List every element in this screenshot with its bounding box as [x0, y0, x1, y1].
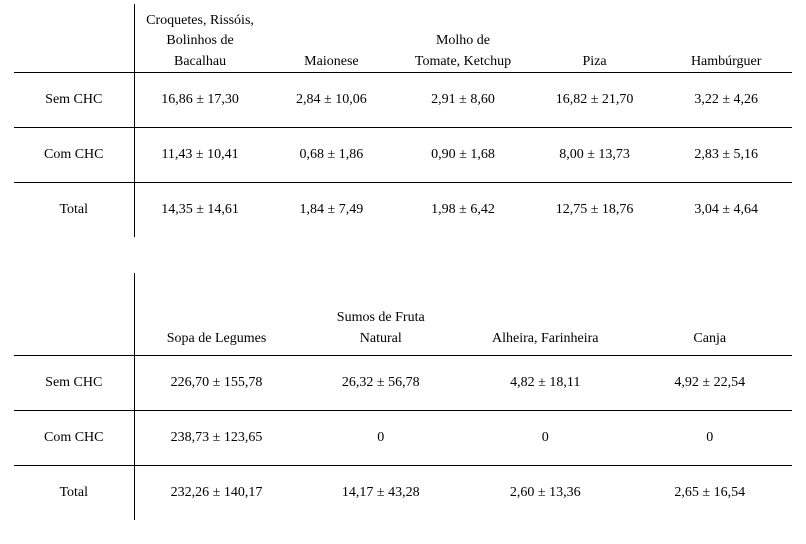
cell: 0: [463, 411, 628, 466]
table1-col-1-line1: Croquetes, Rissóis,: [146, 11, 254, 31]
cell: 2,60 ± 13,36: [463, 466, 628, 521]
table1-col-2-label: Maionese: [304, 52, 358, 72]
cell: 2,65 ± 16,54: [628, 466, 793, 521]
table1-col-4-label: Piza: [583, 52, 607, 72]
cell: 2,91 ± 8,60: [397, 73, 529, 128]
table-block-1: Croquetes, Rissóis, Bolinhos de Bacalhau…: [14, 4, 792, 273]
table2-col-3: Alheira, Farinheira: [463, 273, 628, 356]
table-row: Sem CHC 16,86 ± 17,30 2,84 ± 10,06 2,91 …: [14, 73, 792, 128]
cell: 1,98 ± 6,42: [397, 183, 529, 238]
cell: 0: [628, 411, 793, 466]
row-label: Total: [14, 183, 134, 238]
cell: 11,43 ± 10,41: [134, 128, 266, 183]
table2-col-3-label: Alheira, Farinheira: [492, 329, 599, 349]
table2-col-1: Sopa de Legumes: [134, 273, 299, 356]
table-gap-row: [14, 237, 792, 273]
cell: 2,83 ± 5,16: [660, 128, 792, 183]
row-label: Total: [14, 466, 134, 521]
table2-col-2-line1: Sumos de Fruta: [337, 308, 425, 328]
table1-col-1: Croquetes, Rissóis, Bolinhos de Bacalhau: [134, 4, 266, 73]
cell: 232,26 ± 140,17: [134, 466, 299, 521]
table1-header-spacer: [14, 4, 134, 73]
cell: 14,17 ± 43,28: [299, 466, 464, 521]
table1-col-3-line1: Molho de: [436, 31, 490, 51]
table1-col-4: Piza: [529, 4, 661, 73]
table2-col-1-label: Sopa de Legumes: [167, 329, 267, 349]
cell: 226,70 ± 155,78: [134, 356, 299, 411]
cell: 1,84 ± 7,49: [266, 183, 398, 238]
table1-col-5-label: Hambúrguer: [691, 52, 762, 72]
row-label: Sem CHC: [14, 73, 134, 128]
cell: 4,82 ± 18,11: [463, 356, 628, 411]
table2-col-2-line2: Natural: [360, 329, 402, 349]
table1-col-1-line3: Bacalhau: [174, 52, 226, 72]
cell: 8,00 ± 13,73: [529, 128, 661, 183]
cell: 238,73 ± 123,65: [134, 411, 299, 466]
table-row: Total 232,26 ± 140,17 14,17 ± 43,28 2,60…: [14, 466, 792, 521]
cell: 4,92 ± 22,54: [628, 356, 793, 411]
table-block-2: Sopa de Legumes Sumos de Fruta Natural A…: [14, 273, 792, 520]
table1-col-3: Molho de Tomate, Ketchup: [397, 4, 529, 73]
cell: 0,68 ± 1,86: [266, 128, 398, 183]
table2-header-row: Sopa de Legumes Sumos de Fruta Natural A…: [14, 273, 792, 356]
cell: 26,32 ± 56,78: [299, 356, 464, 411]
cell: 2,84 ± 10,06: [266, 73, 398, 128]
table-row: Com CHC 238,73 ± 123,65 0 0 0: [14, 411, 792, 466]
table2-col-4: Canja: [628, 273, 793, 356]
cell: 14,35 ± 14,61: [134, 183, 266, 238]
table2-col-2: Sumos de Fruta Natural: [299, 273, 464, 356]
table2-col-4-label: Canja: [693, 329, 726, 349]
table-row: Com CHC 11,43 ± 10,41 0,68 ± 1,86 0,90 ±…: [14, 128, 792, 183]
table2-header-spacer: [14, 273, 134, 356]
cell: 3,22 ± 4,26: [660, 73, 792, 128]
cell: 16,86 ± 17,30: [134, 73, 266, 128]
cell: 0,90 ± 1,68: [397, 128, 529, 183]
table-row: Sem CHC 226,70 ± 155,78 26,32 ± 56,78 4,…: [14, 356, 792, 411]
cell: 12,75 ± 18,76: [529, 183, 661, 238]
table-row: Total 14,35 ± 14,61 1,84 ± 7,49 1,98 ± 6…: [14, 183, 792, 238]
cell: 16,82 ± 21,70: [529, 73, 661, 128]
table1-col-2: Maionese: [266, 4, 398, 73]
cell: 3,04 ± 4,64: [660, 183, 792, 238]
table1-col-3-line2: Tomate, Ketchup: [415, 52, 511, 72]
table1-col-1-line2: Bolinhos de: [166, 31, 233, 51]
table1-col-5: Hambúrguer: [660, 4, 792, 73]
page-container: Croquetes, Rissóis, Bolinhos de Bacalhau…: [0, 0, 806, 544]
row-label: Sem CHC: [14, 356, 134, 411]
cell: 0: [299, 411, 464, 466]
table1-header-row: Croquetes, Rissóis, Bolinhos de Bacalhau…: [14, 4, 792, 73]
row-label: Com CHC: [14, 411, 134, 466]
row-label: Com CHC: [14, 128, 134, 183]
